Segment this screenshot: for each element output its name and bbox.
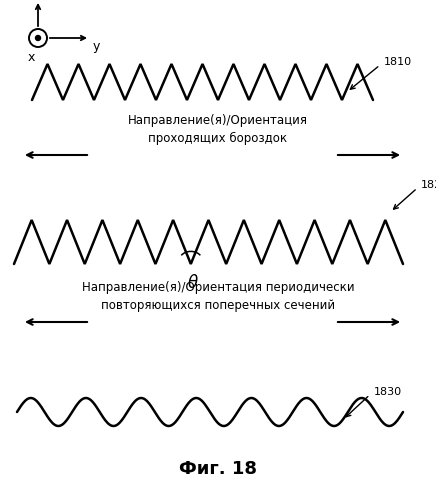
Circle shape	[35, 36, 41, 41]
Text: x: x	[28, 51, 35, 64]
Text: Фиг. 18: Фиг. 18	[179, 460, 257, 478]
Text: 1810: 1810	[384, 57, 412, 67]
Text: Направление(я)/Ориентация
проходящих бороздок: Направление(я)/Ориентация проходящих бор…	[128, 114, 308, 145]
Text: 1830: 1830	[374, 386, 402, 396]
Text: 1820: 1820	[421, 180, 436, 190]
Text: θ: θ	[188, 274, 198, 292]
Text: y: y	[93, 40, 100, 53]
Text: Направление(я)/Ориентация периодически
повторяющихся поперечных сечений: Направление(я)/Ориентация периодически п…	[82, 281, 354, 312]
